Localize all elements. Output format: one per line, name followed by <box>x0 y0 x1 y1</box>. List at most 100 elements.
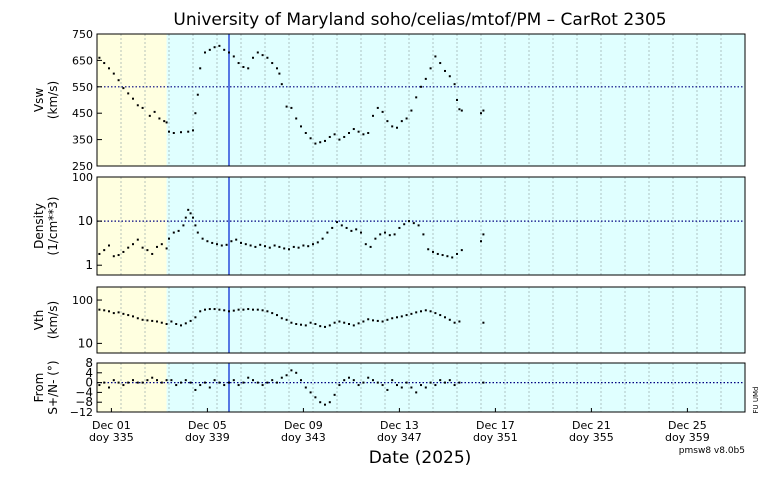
panel-0-ylabel-line1: Vsw <box>32 88 46 112</box>
x-tick-doy-6: doy 359 <box>665 431 710 444</box>
x-tick-doy-1: doy 339 <box>185 431 230 444</box>
panel-3-frame <box>96 362 746 413</box>
panel-0-point-10 <box>148 114 151 117</box>
panel-0-point-22 <box>199 67 202 70</box>
panel-2-shade-yellow <box>97 287 167 353</box>
panel-0-point-34 <box>256 51 259 54</box>
panel-1-ytick-label-1: 10 <box>78 214 93 228</box>
x-tick-date-0: Dec 01 <box>92 419 131 432</box>
panel-0-point-69 <box>420 85 422 88</box>
panel-0-point-70 <box>424 77 427 80</box>
panel-3-point-35 <box>266 381 269 384</box>
panel-1-point-11 <box>151 252 154 255</box>
panel-2-point-58 <box>376 319 379 322</box>
panel-2-point-60 <box>386 318 389 321</box>
panel-3-point-57 <box>372 379 374 382</box>
panel-3-point-31 <box>247 376 250 379</box>
panel-0-ytick-label-4: 650 <box>72 54 93 67</box>
panel-1-ytick-label-2: 100 <box>72 171 93 184</box>
panel-1-point-78 <box>456 252 458 255</box>
panel-3-point-1 <box>103 381 106 384</box>
panel-1-point-50 <box>321 237 324 240</box>
panel-2-point-11 <box>151 319 154 322</box>
panel-3-point-50 <box>338 384 341 387</box>
panel-0-point-9 <box>141 106 144 109</box>
panel-1-point-18 <box>182 224 185 227</box>
panel-1-point-29 <box>220 244 223 247</box>
panel-3-shade-cyan <box>166 363 746 412</box>
panel-1-point-49 <box>316 241 319 244</box>
panel-0-point-81 <box>482 109 485 112</box>
panel-0-point-68 <box>415 96 418 99</box>
panel-2-point-64 <box>405 314 408 317</box>
chart-title: University of Maryland soho/celias/mtof/… <box>173 10 666 30</box>
panel-2-point-74 <box>453 321 456 324</box>
panel-2-point-48 <box>328 324 331 327</box>
panel-1-point-55 <box>345 226 348 229</box>
panel-3-point-62 <box>396 384 398 387</box>
panel-2-point-30 <box>242 308 245 311</box>
panel-2-point-53 <box>352 324 355 327</box>
x-tick-date-2: Dec 09 <box>284 419 323 432</box>
panel-3-point-30 <box>242 381 245 384</box>
panel-1-point-42 <box>283 247 286 250</box>
panel-2-point-36 <box>271 312 274 315</box>
x-tick-doy-5: doy 355 <box>569 431 614 444</box>
panel-3-point-17 <box>180 381 182 384</box>
panel-3-point-27 <box>228 381 230 384</box>
panel-3-point-66 <box>415 391 418 394</box>
panel-3-point-40 <box>290 369 293 372</box>
panel-0-frame <box>96 33 746 167</box>
panel-0-point-30 <box>237 62 240 65</box>
panel-3-point-6 <box>127 381 130 384</box>
panel-1-point-5 <box>122 250 125 253</box>
panel-1-point-9 <box>141 246 144 249</box>
panel-3-point-48 <box>328 401 331 404</box>
panel-2-point-34 <box>261 309 264 312</box>
panel-2-point-49 <box>333 321 336 324</box>
panel-0-point-18 <box>187 130 190 133</box>
panel-2-ytick-label-1: 100 <box>72 294 93 307</box>
panel-0-point-17 <box>180 131 182 134</box>
panel-1-point-53 <box>336 221 338 224</box>
panel-0-point-33 <box>252 56 254 59</box>
panel-3-ytick-label-1: −8 <box>75 395 93 409</box>
panel-0-point-24 <box>208 48 211 51</box>
panel-3-point-20 <box>194 388 197 391</box>
panel-3-point-55 <box>362 381 365 384</box>
panel-3-point-0 <box>98 384 101 387</box>
panel-1-point-67 <box>403 223 406 226</box>
panel-2-point-27 <box>228 310 230 313</box>
panel-3-point-47 <box>324 403 326 406</box>
panel-0-point-11 <box>153 110 156 113</box>
panel-2-point-16 <box>175 323 178 326</box>
panel-0-point-80 <box>480 112 482 115</box>
panel-1-point-24 <box>196 231 199 234</box>
panel-1-ylabel-line2: (1/cm**3) <box>46 197 60 256</box>
panel-2-point-6 <box>127 314 130 317</box>
panel-0-point-54 <box>348 132 350 134</box>
panel-0-shade-cyan <box>166 34 746 166</box>
panel-2-point-20 <box>194 316 197 319</box>
panel-2-point-13 <box>160 321 163 324</box>
panel-3-point-11 <box>151 376 154 379</box>
panel-1-point-20 <box>187 208 190 211</box>
panel-1-point-27 <box>211 241 214 244</box>
panel-3-ytick-label-2: −4 <box>75 385 93 399</box>
panel-2-point-51 <box>343 321 346 324</box>
panel-3-point-9 <box>141 381 144 384</box>
panel-0-point-40 <box>280 83 283 86</box>
panel-2-point-25 <box>218 308 221 311</box>
panel-0-point-76 <box>453 83 456 86</box>
panel-0-point-73 <box>439 62 442 65</box>
panel-0-shade-yellow <box>97 34 167 166</box>
panel-2-point-2 <box>108 310 110 313</box>
panel-1-shade-yellow <box>97 177 167 275</box>
panel-3-point-67 <box>420 384 422 387</box>
panel-3-point-73 <box>448 379 451 382</box>
panel-1-point-17 <box>177 229 180 232</box>
panel-0-ytick-label-2: 450 <box>72 107 93 120</box>
panel-3-point-60 <box>386 388 389 391</box>
panel-3-point-8 <box>136 381 139 384</box>
